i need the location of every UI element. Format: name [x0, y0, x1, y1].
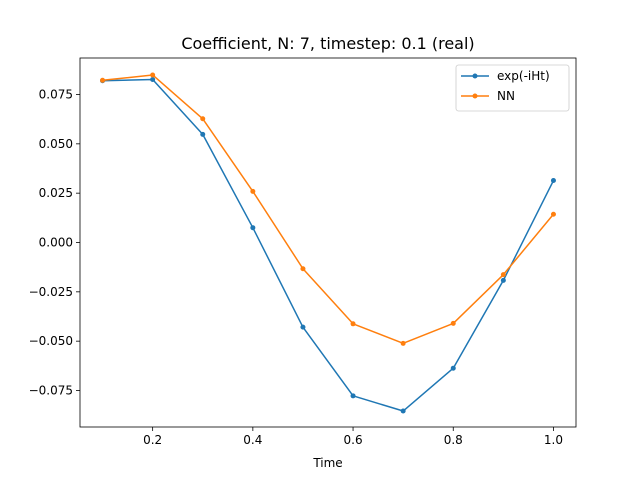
y-tick-label: 0.025	[39, 186, 73, 200]
x-tick-label: 1.0	[544, 433, 563, 447]
data-point-series-2	[150, 72, 156, 78]
data-point-series-1	[500, 277, 506, 283]
series-line-2	[102, 74, 555, 345]
chart-title: Coefficient, N: 7, timestep: 0.1 (real)	[181, 34, 474, 53]
data-point-series-1	[150, 77, 156, 83]
y-tick-label: 0.000	[39, 236, 73, 250]
y-tick-label: −0.050	[29, 334, 73, 348]
data-point-series-2	[250, 188, 256, 194]
plot-area: 0.2 0.4 0.6 0.8 1.0 −0.075 −0.050 −0.025 0.000 0.…	[29, 57, 577, 447]
data-point-series-1	[200, 131, 206, 137]
x-tick-label: 0.8	[444, 433, 463, 447]
legend-marker-1	[472, 73, 478, 79]
data-point-series-2	[300, 266, 306, 272]
data-point-series-1	[400, 408, 406, 414]
legend-marker-2	[472, 93, 478, 99]
data-point-series-2	[500, 272, 506, 278]
y-tick-label: 0.050	[39, 137, 73, 151]
x-tick-label: 0.4	[243, 433, 262, 447]
x-axis-label: Time	[312, 456, 342, 470]
data-point-series-2	[100, 77, 106, 83]
x-tick-label: 0.2	[143, 433, 162, 447]
data-point-series-2	[400, 340, 406, 346]
data-point-series-1	[550, 178, 556, 184]
data-point-series-1	[350, 393, 356, 399]
data-point-series-2	[200, 116, 206, 122]
data-point-series-1	[450, 365, 456, 371]
series-line-1	[102, 78, 555, 412]
y-tick-label: −0.025	[29, 285, 73, 299]
x-tick-label: 0.6	[344, 433, 363, 447]
data-point-series-1	[300, 324, 306, 330]
data-point-series-2	[450, 320, 456, 326]
legend-label-1: exp(-iHt)	[497, 69, 550, 83]
y-tick-label: 0.075	[39, 88, 73, 102]
data-point-series-2	[350, 321, 356, 327]
data-point-series-1	[250, 225, 256, 231]
legend-label-2: NN	[497, 89, 515, 103]
data-point-series-2	[550, 211, 556, 217]
y-tick-label: −0.075	[29, 383, 73, 397]
